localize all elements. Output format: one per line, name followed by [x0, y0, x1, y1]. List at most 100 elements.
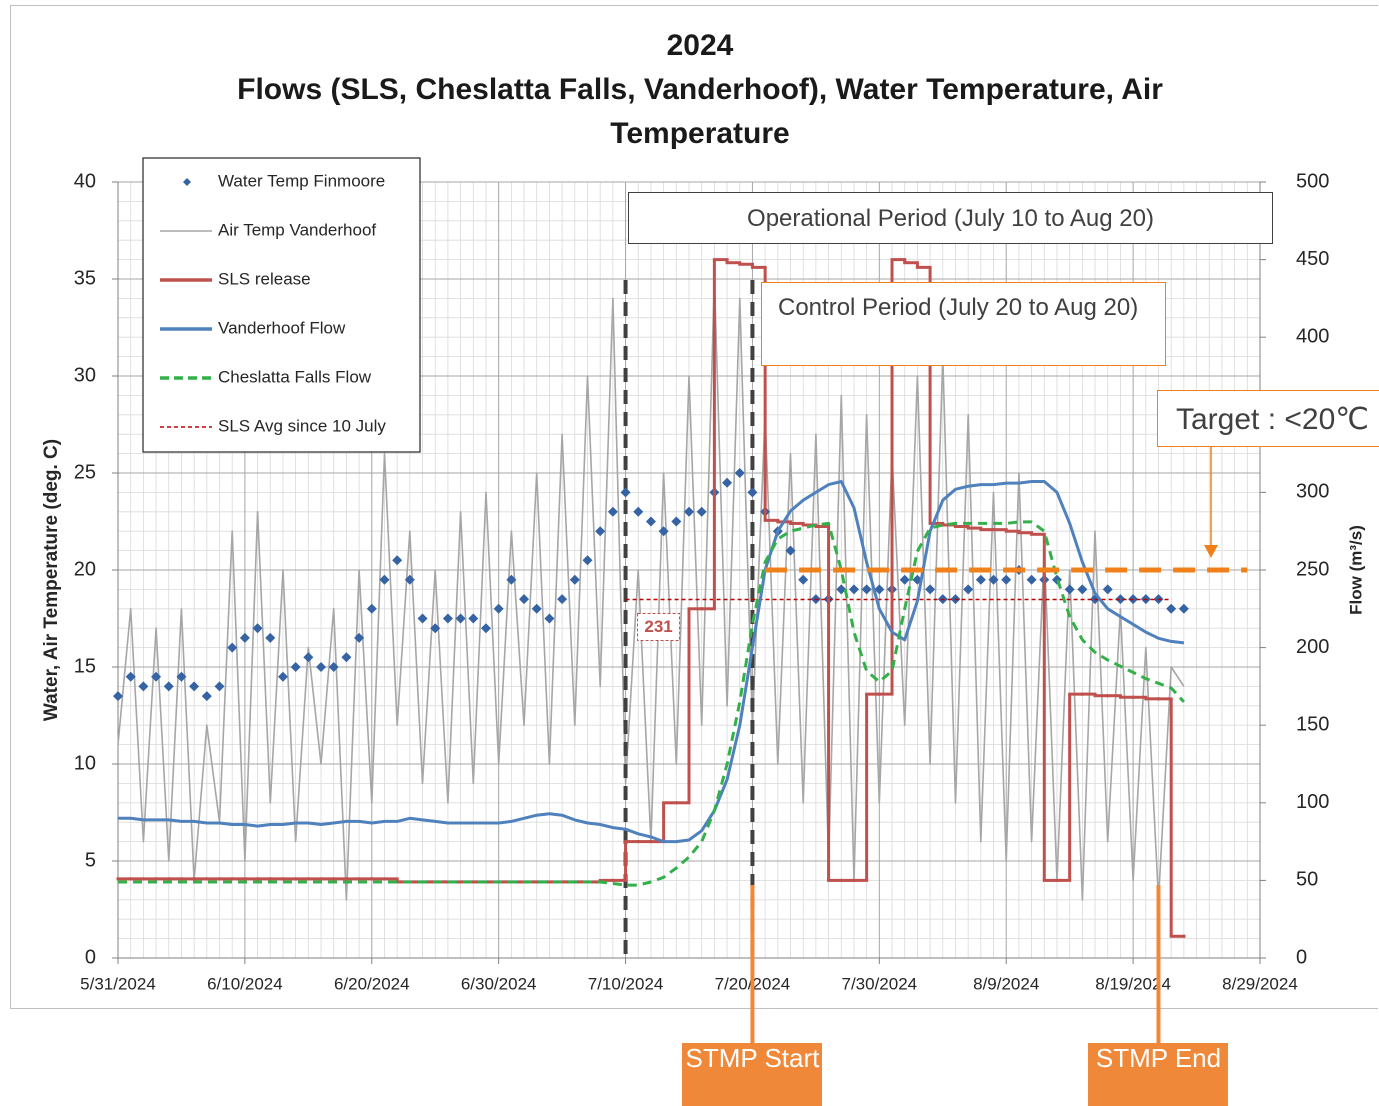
data-point [557, 594, 568, 605]
data-point [366, 603, 377, 614]
average-label: 231 [644, 617, 672, 636]
series-line [118, 480, 1185, 844]
data-point [734, 468, 745, 478]
x-tick-label: 6/10/2024 [207, 974, 283, 993]
data-point [493, 603, 504, 614]
data-point [645, 516, 656, 527]
data-point [506, 574, 517, 585]
y-tick-label: 35 [74, 267, 96, 289]
y2-tick-label: 0 [1296, 946, 1307, 968]
data-point [138, 681, 149, 692]
data-point [328, 662, 339, 672]
data-point [1115, 594, 1126, 605]
data-point [874, 584, 885, 595]
data-point [316, 662, 327, 672]
legend-label: Water Temp Finmoore [218, 171, 385, 190]
x-tick-label: 7/10/2024 [588, 974, 664, 993]
y2-tick-label: 50 [1296, 869, 1318, 891]
data-point [658, 526, 669, 537]
data-point [341, 652, 352, 663]
chart-subtitle: Flows (SLS, Cheslatta Falls, Vanderhoof)… [237, 73, 1163, 150]
x-tick-label: 6/30/2024 [461, 974, 537, 993]
data-point [519, 594, 530, 605]
y2-tick-label: 150 [1296, 713, 1329, 735]
control-period-note: Control Period (July 20 to Aug 20) [761, 282, 1166, 366]
data-point [290, 662, 301, 672]
data-point [848, 584, 859, 595]
y-tick-label: 10 [74, 752, 96, 774]
data-point [836, 584, 847, 595]
target-note: Target : <20℃ [1157, 390, 1379, 447]
y2-tick-label: 400 [1296, 325, 1329, 347]
y2-tick-label: 500 [1296, 170, 1329, 192]
data-point [1001, 574, 1012, 585]
data-point [163, 681, 174, 692]
data-point [392, 555, 403, 566]
data-point [125, 671, 136, 682]
data-point [595, 526, 606, 537]
data-point [417, 613, 428, 624]
data-point [1102, 584, 1113, 595]
chart-title-block: 2024 Flows (SLS, Cheslatta Falls, Vander… [200, 24, 1200, 156]
data-point [252, 623, 263, 634]
data-point [1026, 574, 1037, 585]
y2-tick-label: 250 [1296, 558, 1329, 580]
data-point [607, 506, 618, 517]
data-point [899, 574, 910, 585]
legend-label: Vanderhoof Flow [218, 318, 346, 337]
data-point [696, 506, 707, 517]
y2-tick-label: 300 [1296, 481, 1329, 503]
data-point [1077, 584, 1088, 595]
data-point [1064, 584, 1075, 595]
data-point [531, 603, 542, 614]
data-point [975, 574, 986, 585]
data-point [963, 584, 974, 595]
y-tick-label: 25 [74, 461, 96, 483]
target-arrow-head [1204, 545, 1218, 558]
operational-period-note: Operational Period (July 10 to Aug 20) [628, 192, 1273, 244]
data-point [404, 574, 415, 585]
x-tick-label: 6/20/2024 [334, 974, 410, 993]
y-tick-label: 5 [85, 849, 96, 871]
data-point [684, 506, 694, 517]
data-point [569, 574, 580, 585]
data-point [189, 681, 200, 692]
data-point [861, 584, 872, 595]
data-point [442, 613, 453, 624]
data-point [480, 623, 491, 634]
x-tick-label: 8/9/2024 [973, 974, 1039, 993]
data-point [988, 574, 999, 585]
data-point [113, 691, 123, 702]
legend-label: Air Temp Vanderhoof [218, 220, 376, 239]
data-point [1051, 574, 1062, 585]
y2-tick-label: 100 [1296, 791, 1329, 813]
data-point [214, 681, 225, 692]
y-tick-label: 15 [74, 655, 96, 677]
y2-tick-label: 200 [1296, 636, 1329, 658]
x-tick-label: 8/19/2024 [1095, 974, 1171, 993]
data-point [239, 632, 250, 643]
data-point [785, 545, 796, 556]
y-tick-label: 0 [85, 946, 96, 968]
legend-marker [183, 178, 191, 186]
data-point [722, 477, 733, 488]
data-point [925, 584, 936, 595]
y2-axis-title: Flow (m³/s) [1346, 525, 1365, 615]
data-point [671, 516, 682, 527]
y2-tick-label: 450 [1296, 248, 1329, 270]
stmp-start: STMP Start [682, 1043, 823, 1106]
data-point [201, 691, 212, 702]
legend-box [142, 157, 421, 453]
data-point [277, 671, 288, 682]
data-point [430, 623, 441, 634]
data-point [379, 574, 390, 585]
legend-label: SLS Avg since 10 July [218, 416, 386, 435]
data-point [633, 506, 644, 517]
data-point [1166, 603, 1177, 614]
average-label-box [637, 612, 681, 641]
y-axis-title: Water, Air Temperature (deg. C) [41, 439, 62, 721]
data-point [798, 574, 809, 585]
x-tick-label: 7/30/2024 [842, 974, 918, 993]
